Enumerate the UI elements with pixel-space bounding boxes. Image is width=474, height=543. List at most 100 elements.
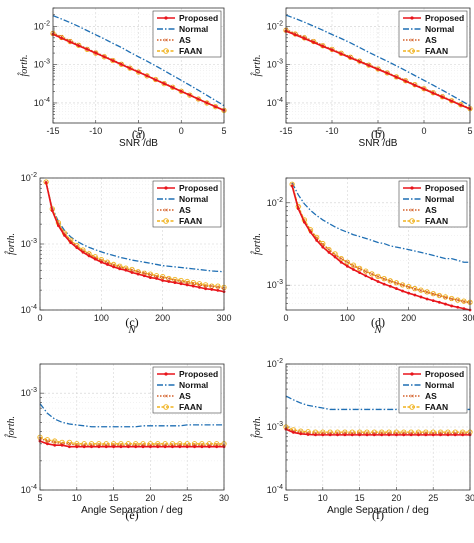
point-proposed bbox=[155, 277, 158, 280]
point-faan bbox=[196, 281, 203, 287]
point-proposed bbox=[330, 48, 334, 52]
point-proposed bbox=[68, 40, 72, 44]
tick-label-x: 300 bbox=[216, 313, 231, 323]
point-proposed bbox=[94, 51, 98, 55]
point-proposed bbox=[350, 433, 354, 437]
tick-label-x: 10 bbox=[318, 493, 328, 503]
tick-label-x: 5 bbox=[467, 126, 472, 136]
series-line-faan bbox=[285, 426, 470, 433]
point-proposed bbox=[456, 305, 460, 309]
point-proposed bbox=[196, 97, 200, 101]
point-as: × bbox=[400, 282, 404, 289]
point-proposed bbox=[161, 279, 165, 282]
point-proposed bbox=[210, 288, 214, 291]
tick-label-y: 10-2 bbox=[267, 358, 283, 369]
series-line-normal bbox=[39, 403, 224, 428]
point-faan bbox=[52, 438, 58, 444]
point-faan bbox=[393, 280, 400, 286]
tick-label-y: 10-4 bbox=[34, 97, 50, 108]
point-proposed bbox=[380, 433, 384, 437]
point-proposed bbox=[352, 268, 355, 271]
y-axis-label: f̂orth. bbox=[250, 233, 263, 255]
tick-label-x: 0 bbox=[283, 313, 288, 323]
point-as: × bbox=[462, 299, 466, 306]
point-proposed bbox=[437, 300, 441, 304]
point-faan bbox=[356, 265, 363, 272]
point-proposed bbox=[149, 276, 152, 279]
point-proposed bbox=[446, 433, 450, 437]
point-proposed bbox=[173, 281, 177, 285]
point-proposed bbox=[200, 445, 204, 449]
tick-label-y: 10-4 bbox=[21, 484, 37, 495]
tick-label-x: -15 bbox=[279, 126, 292, 136]
tick-label-x: 200 bbox=[401, 313, 416, 323]
tick-label-y: 10-4 bbox=[21, 304, 37, 315]
panel-a: -15-10-50510-410-310-2××××××××××××××××××… bbox=[17, 7, 227, 149]
point-proposed bbox=[314, 433, 317, 437]
tick-label-y: 10-4 bbox=[267, 97, 283, 108]
point-proposed bbox=[142, 274, 146, 278]
point-proposed bbox=[417, 433, 420, 437]
tick-label-x: -5 bbox=[134, 126, 142, 136]
tick-label-x: 200 bbox=[155, 313, 170, 323]
point-proposed bbox=[81, 250, 85, 254]
point-faan bbox=[375, 273, 381, 280]
point-proposed bbox=[336, 433, 339, 437]
axes-frame bbox=[285, 363, 471, 491]
panel-caption: (e) bbox=[125, 508, 138, 522]
point-as: × bbox=[197, 282, 201, 289]
point-as: × bbox=[67, 441, 71, 448]
point-proposed bbox=[167, 280, 171, 283]
point-proposed bbox=[214, 105, 217, 109]
point-proposed bbox=[345, 264, 349, 268]
point-proposed bbox=[156, 445, 160, 449]
legend-label-proposed: Proposed bbox=[425, 183, 464, 193]
point-proposed bbox=[395, 287, 398, 290]
tick-label-y: 10-2 bbox=[21, 172, 37, 183]
legend-label-as: AS bbox=[179, 205, 191, 215]
point-proposed bbox=[303, 220, 306, 224]
point-as: × bbox=[437, 293, 441, 300]
point-faan bbox=[430, 290, 436, 297]
point-as: × bbox=[394, 280, 398, 287]
point-faan bbox=[436, 292, 442, 299]
tick-label-x: 100 bbox=[94, 313, 109, 323]
point-proposed bbox=[339, 260, 343, 264]
tick-label-y: 10-4 bbox=[267, 484, 283, 495]
point-proposed bbox=[69, 241, 73, 245]
point-proposed bbox=[413, 83, 417, 87]
point-faan bbox=[424, 289, 430, 295]
point-proposed bbox=[370, 277, 374, 281]
point-proposed bbox=[112, 445, 115, 449]
point-faan bbox=[66, 439, 73, 446]
x-axis-label: SNR /dB bbox=[119, 138, 158, 149]
tick-label-x: -10 bbox=[325, 126, 338, 136]
point-proposed bbox=[90, 445, 93, 449]
point-as: × bbox=[210, 283, 214, 290]
tick-label-y: 10-3 bbox=[267, 421, 283, 432]
point-as: × bbox=[339, 256, 343, 263]
point-as: × bbox=[45, 438, 49, 445]
point-proposed bbox=[358, 60, 361, 63]
legend-label-faan: FAAN bbox=[425, 402, 448, 412]
point-proposed bbox=[145, 74, 149, 78]
point-faan bbox=[418, 287, 424, 293]
series-line-faan bbox=[39, 436, 224, 445]
tick-label-x: 15 bbox=[109, 493, 119, 503]
point-proposed bbox=[409, 433, 413, 437]
point-proposed bbox=[193, 445, 196, 449]
tick-label-y: 10-3 bbox=[21, 387, 37, 398]
legend-marker-proposed bbox=[410, 16, 414, 20]
point-faan bbox=[350, 262, 357, 268]
point-proposed bbox=[130, 271, 134, 274]
axes-frame bbox=[285, 7, 471, 124]
point-proposed bbox=[104, 445, 108, 449]
legend-marker-as: × bbox=[164, 393, 168, 400]
point-proposed bbox=[112, 265, 115, 269]
y-axis-label: f̂orth. bbox=[17, 55, 30, 77]
point-proposed bbox=[45, 442, 49, 446]
point-as: × bbox=[327, 247, 331, 254]
point-proposed bbox=[85, 47, 89, 51]
